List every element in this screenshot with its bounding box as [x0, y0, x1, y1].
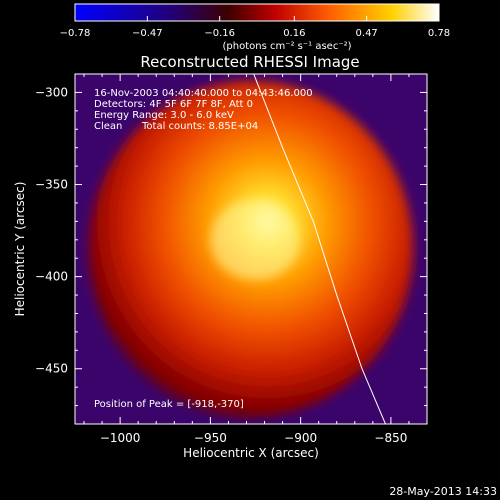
peak-highlight: [210, 200, 300, 280]
annotation-time-range: 16-Nov-2003 04:40:40.000 to 04:43:46.000: [94, 88, 313, 99]
chart-title: Reconstructed RHESSI Image: [140, 53, 359, 71]
y-tick-label: −450: [35, 362, 68, 376]
x-tick-label: −850: [374, 431, 407, 445]
colorbar: −0.78 −0.47 −0.16 0.16 0.47 0.78 (photons cm⁻…: [60, 3, 450, 52]
y-tick-label: −350: [35, 178, 68, 192]
colorbar-ticks: −0.78 −0.47 −0.16 0.16 0.47 0.78: [60, 16, 450, 39]
annotation-energy-range: Energy Range: 3.0 - 6.0 keV: [94, 110, 234, 121]
annotation-method: Clean: [94, 121, 122, 132]
colorbar-tick-label: −0.78: [60, 28, 91, 39]
x-tick-label: −900: [284, 431, 317, 445]
x-axis-label: Heliocentric X (arcsec): [183, 446, 319, 460]
footer-timestamp: 28-May-2013 14:33: [389, 485, 497, 498]
x-tick-label: −950: [194, 431, 227, 445]
colorbar-unit-label: (photons cm⁻² s⁻¹ asec⁻²): [222, 41, 351, 52]
annotation-total-counts: Total counts: 8.85E+04: [141, 121, 258, 132]
colorbar-gradient: [74, 3, 440, 22]
y-tick-label: −400: [35, 270, 68, 284]
annotation-peak-position: Position of Peak = [-918,-370]: [94, 399, 244, 410]
y-axis-label: Heliocentric Y (arcsec): [13, 182, 27, 317]
colorbar-tick-label: −0.16: [204, 28, 235, 39]
colorbar-tick-label: −0.47: [132, 28, 163, 39]
colorbar-tick-label: 0.16: [283, 28, 305, 39]
x-tick-label: −1000: [100, 431, 141, 445]
image-area: [75, 74, 427, 424]
plot-frame: [74, 73, 428, 425]
colorbar-tick-label: 0.47: [356, 28, 378, 39]
y-axis-ticks: −300 −350 −400 −450: [35, 73, 427, 425]
colorbar-tick-label: 0.78: [428, 28, 450, 39]
y-tick-label: −300: [35, 85, 68, 99]
x-axis-ticks: −1000 −950 −900 −850: [83, 74, 428, 445]
solar-limb-curve: [253, 74, 386, 424]
annotation-detectors: Detectors: 4F 5F 6F 7F 8F, Att 0: [94, 99, 253, 110]
